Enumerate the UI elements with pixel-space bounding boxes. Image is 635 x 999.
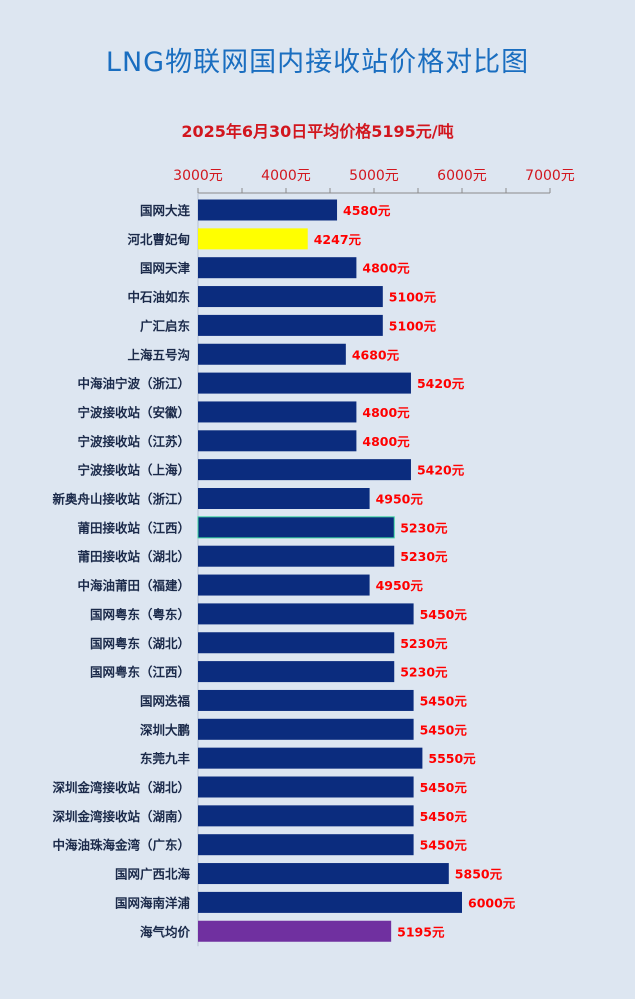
value-label: 5450元 — [420, 780, 468, 795]
category-label: 国网粤东（江西） — [90, 665, 190, 680]
value-label: 5850元 — [455, 867, 503, 882]
category-label: 莆田接收站（湖北） — [77, 549, 190, 564]
value-label: 4580元 — [343, 203, 391, 218]
bar — [198, 545, 395, 567]
value-label: 5230元 — [400, 636, 448, 651]
value-label: 5100元 — [389, 290, 437, 305]
bar — [198, 401, 357, 423]
bar — [198, 459, 411, 481]
category-label: 广汇启东 — [140, 318, 191, 333]
value-label: 5450元 — [420, 809, 468, 824]
category-label: 中海油珠海金湾（广东） — [52, 838, 190, 853]
bar — [198, 343, 346, 365]
value-label: 4950元 — [376, 492, 424, 507]
value-label: 5450元 — [420, 722, 468, 737]
value-label: 5450元 — [420, 693, 468, 708]
category-label: 深圳大鹏 — [140, 722, 190, 737]
bar — [198, 834, 414, 856]
bar — [198, 920, 392, 942]
value-label: 5450元 — [420, 838, 468, 853]
value-label: 4800元 — [362, 261, 410, 276]
bar — [198, 372, 411, 394]
value-label: 4680元 — [352, 347, 400, 362]
value-label: 5230元 — [400, 665, 448, 680]
bar — [198, 632, 395, 654]
bar — [197, 516, 395, 539]
value-label: 6000元 — [468, 895, 516, 910]
bar — [198, 199, 338, 221]
bar — [198, 863, 449, 885]
category-label: 莆田接收站（江西） — [77, 520, 190, 535]
bar — [198, 603, 414, 625]
bar — [198, 747, 423, 769]
bar — [198, 718, 414, 740]
bar — [198, 257, 357, 279]
bar — [198, 430, 357, 452]
bar — [198, 488, 370, 509]
category-label: 国网迭福 — [140, 693, 191, 708]
value-label: 5230元 — [400, 549, 448, 564]
bar — [198, 891, 462, 913]
bar — [198, 228, 308, 250]
category-label: 深圳金湾接收站（湖北） — [52, 780, 190, 795]
value-label: 4800元 — [362, 434, 410, 449]
category-label: 中石油如东 — [127, 290, 190, 305]
category-label: 宁波接收站（上海） — [77, 463, 190, 478]
category-label: 新奥舟山接收站（浙江） — [52, 492, 190, 507]
category-label: 国网粤东（湖北） — [90, 636, 190, 651]
bar — [198, 661, 395, 683]
category-label: 东莞九丰 — [140, 751, 191, 766]
bar — [198, 314, 383, 336]
category-label: 中海油宁波（浙江） — [77, 376, 190, 391]
category-label: 国网天津 — [140, 261, 191, 276]
category-label: 国网粤东（粤东） — [90, 607, 190, 622]
category-label: 国网广西北海 — [115, 867, 191, 882]
category-label: 河北曹妃甸 — [127, 232, 190, 247]
value-label: 4247元 — [314, 232, 362, 247]
bar — [198, 574, 370, 596]
value-label: 5230元 — [400, 520, 448, 535]
category-label: 宁波接收站（安徽） — [77, 405, 190, 420]
category-label: 深圳金湾接收站（湖南） — [52, 809, 190, 824]
category-label: 上海五号沟 — [127, 347, 190, 362]
value-label: 4800元 — [362, 405, 410, 420]
value-label: 5550元 — [428, 751, 476, 766]
category-label: 国网海南洋浦 — [115, 895, 191, 910]
value-label: 5450元 — [420, 607, 468, 622]
category-label: 宁波接收站（江苏） — [77, 434, 190, 449]
bar — [198, 286, 383, 308]
bar — [198, 689, 414, 711]
value-label: 5420元 — [417, 463, 465, 478]
x-tick-label: 5000元 — [349, 168, 399, 184]
x-tick-label: 3000元 — [173, 168, 223, 184]
bar — [198, 776, 414, 798]
chart-subtitle: 2025年6月30日平均价格5195元/吨 — [181, 122, 454, 141]
x-tick-label: 7000元 — [525, 168, 575, 184]
x-tick-label: 6000元 — [437, 168, 487, 184]
x-tick-label: 4000元 — [261, 168, 311, 184]
value-label: 5195元 — [397, 924, 445, 939]
category-label: 国网大连 — [140, 203, 191, 218]
value-label: 4950元 — [376, 578, 424, 593]
value-label: 5420元 — [417, 376, 465, 391]
bar — [198, 805, 414, 827]
category-label: 中海油莆田（福建） — [77, 578, 190, 593]
value-label: 5100元 — [389, 318, 437, 333]
category-label: 海气均价 — [140, 924, 191, 939]
chart-title: LNG物联网国内接收站价格对比图 — [105, 47, 530, 78]
